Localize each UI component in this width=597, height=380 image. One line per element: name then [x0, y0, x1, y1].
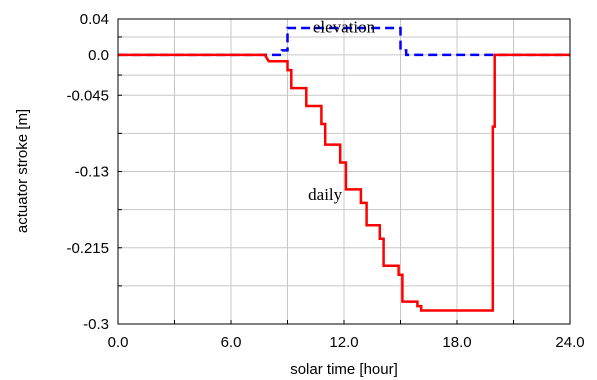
y-tick-label: 0.0: [88, 47, 109, 64]
x-axis-label: solar time [hour]: [290, 361, 398, 378]
y-tick-label: -0.13: [75, 164, 109, 181]
x-tick-label: 12.0: [329, 334, 358, 351]
y-axis-label: actuator stroke [m]: [14, 109, 31, 233]
tick-labels: 0.0 6.0 12.0 18.0 24.0 0.04 0.0 -0.045 -0.13 -0.2…: [66, 11, 584, 351]
y-tick-label: 0.04: [80, 11, 109, 28]
x-tick-label: 24.0: [555, 334, 584, 351]
y-tick-label: -0.215: [66, 240, 109, 257]
annotation-elevation: elevation: [313, 17, 376, 36]
series-line-elevation: [118, 26, 570, 57]
annotations: elevation daily: [308, 17, 375, 204]
series-layer: [118, 26, 570, 312]
plot-frame: [117, 18, 571, 325]
series-line-daily: [118, 53, 570, 312]
x-tick-label: 6.0: [221, 334, 242, 351]
x-tick-label: 18.0: [442, 334, 471, 351]
annotation-daily: daily: [308, 185, 342, 204]
x-tick-label: 0.0: [108, 334, 129, 351]
grid: [117, 18, 571, 325]
y-tick-label: -0.3: [83, 316, 109, 333]
y-tick-label: -0.045: [66, 87, 109, 104]
